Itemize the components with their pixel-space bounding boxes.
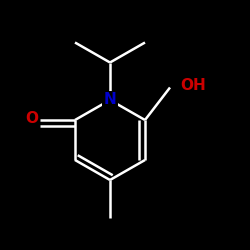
Text: O: O — [25, 111, 38, 126]
Text: OH: OH — [180, 78, 206, 92]
Text: N: N — [104, 92, 117, 108]
